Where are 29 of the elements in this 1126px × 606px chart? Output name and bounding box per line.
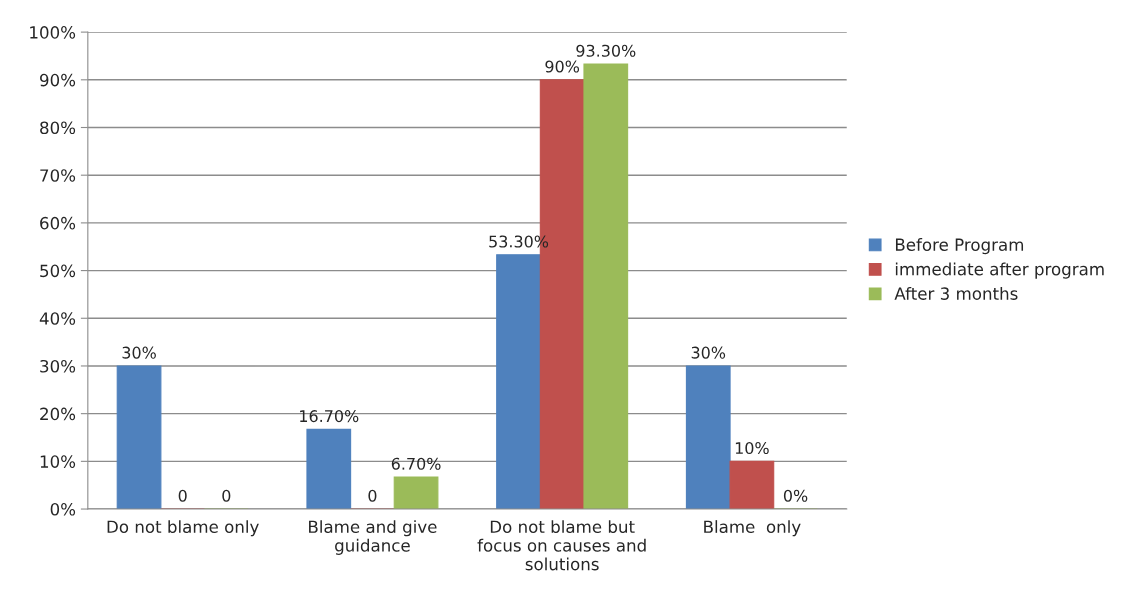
data-label: 10% — [735, 442, 769, 455]
y-tick-label: 70% — [40, 169, 76, 182]
data-label: 0 — [222, 489, 231, 502]
x-tick-label: Blame only — [704, 520, 801, 537]
data-label: 6.70% — [391, 457, 441, 470]
y-tick-label: 30% — [40, 359, 76, 373]
data-label: 93.30% — [576, 44, 636, 57]
data-label: 16.70% — [300, 410, 359, 423]
data-label: 30% — [122, 346, 156, 359]
data-label: 0 — [178, 489, 187, 502]
data-label: 30% — [691, 346, 726, 359]
data-label: 0% — [783, 489, 808, 502]
y-tick-label: 60% — [40, 216, 76, 230]
y-tick-label: 90% — [40, 73, 76, 87]
legend-label: immediate after program — [895, 262, 1104, 279]
y-tick-label: 100% — [30, 26, 76, 39]
x-tick-label: Do not blame but focus on causes and solutions — [477, 520, 646, 571]
y-tick-label: 20% — [40, 407, 76, 421]
y-tick-label: 0% — [50, 503, 76, 516]
data-label: 90% — [545, 60, 580, 73]
legend-label: Before Program — [895, 238, 1024, 255]
y-tick-label: 40% — [39, 312, 76, 325]
y-tick-label: 10% — [40, 455, 76, 468]
legend-label: After 3 months — [894, 286, 1018, 300]
data-label: 0 — [368, 489, 377, 502]
x-tick-label: Blame and give guidance — [309, 520, 437, 555]
y-tick-label: 80% — [40, 121, 76, 135]
x-tick-label: Do not blame only — [107, 520, 259, 537]
y-tick-label: 50% — [40, 264, 76, 278]
